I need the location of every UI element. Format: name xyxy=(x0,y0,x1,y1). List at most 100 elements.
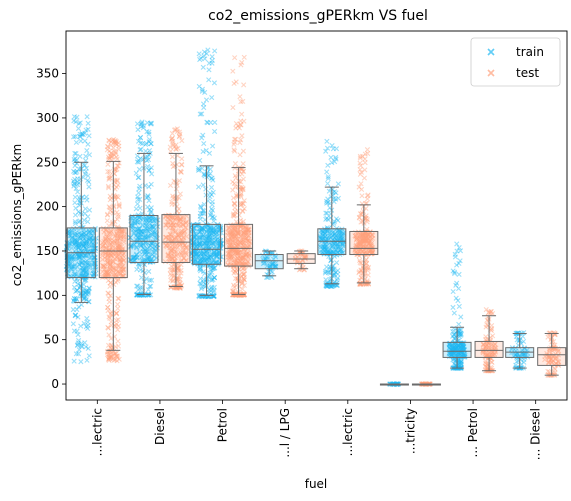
data-point xyxy=(199,111,205,117)
data-point xyxy=(211,293,217,299)
data-point xyxy=(86,242,92,249)
data-point xyxy=(83,263,89,269)
data-point xyxy=(452,345,458,352)
data-point xyxy=(146,229,152,235)
data-point xyxy=(333,244,339,250)
data-point xyxy=(197,157,203,164)
data-point xyxy=(112,272,118,278)
y-tick-label: 150 xyxy=(36,244,59,258)
data-point xyxy=(103,272,109,278)
data-point xyxy=(199,210,205,216)
data-point xyxy=(210,277,216,283)
data-point xyxy=(86,353,92,359)
data-point xyxy=(85,249,91,255)
data-point xyxy=(195,245,201,251)
data-point xyxy=(154,235,160,242)
data-point xyxy=(208,264,214,270)
data-point xyxy=(136,186,142,192)
data-point xyxy=(206,77,212,83)
data-point xyxy=(208,253,214,259)
data-point xyxy=(137,249,143,255)
data-point xyxy=(85,141,91,147)
data-point xyxy=(206,67,212,73)
data-point xyxy=(115,182,121,188)
data-point xyxy=(109,154,115,160)
data-point xyxy=(215,222,221,228)
data-point xyxy=(269,269,275,275)
data-point xyxy=(197,260,204,266)
data-point xyxy=(206,227,212,233)
data-point xyxy=(458,359,464,366)
data-point xyxy=(129,215,135,221)
data-point xyxy=(79,237,86,244)
data-point xyxy=(108,345,114,351)
data-point xyxy=(120,263,126,269)
data-point xyxy=(320,232,326,238)
box-test xyxy=(349,204,379,284)
data-point xyxy=(203,238,209,244)
data-point xyxy=(208,267,214,273)
data-point xyxy=(454,353,461,360)
data-point xyxy=(336,243,342,249)
data-point xyxy=(207,230,213,236)
data-point xyxy=(135,157,142,163)
data-point xyxy=(136,138,142,144)
data-point xyxy=(513,364,520,371)
data-point xyxy=(116,262,122,269)
data-point xyxy=(79,344,85,350)
data-point xyxy=(201,251,207,257)
data-point xyxy=(67,240,73,246)
data-point xyxy=(91,255,98,261)
data-point xyxy=(143,217,149,223)
data-point xyxy=(317,233,323,239)
data-point xyxy=(136,215,142,221)
data-point xyxy=(446,350,452,357)
data-point xyxy=(111,182,117,188)
data-point xyxy=(76,261,82,267)
data-point xyxy=(337,235,343,241)
data-point xyxy=(211,275,217,281)
data-point xyxy=(329,272,335,279)
data-point xyxy=(197,268,204,274)
data-point xyxy=(457,360,463,366)
data-point xyxy=(460,344,466,350)
data-point xyxy=(458,314,464,320)
data-point xyxy=(86,152,93,158)
data-point xyxy=(201,53,207,59)
data-point xyxy=(120,256,126,262)
data-point xyxy=(79,242,85,249)
data-point xyxy=(144,251,150,257)
data-point xyxy=(137,196,143,203)
data-point xyxy=(132,220,138,226)
data-point xyxy=(82,290,88,296)
data-point xyxy=(87,238,93,244)
data-point xyxy=(90,248,96,254)
data-point xyxy=(143,235,149,241)
data-point xyxy=(152,234,158,240)
data-point xyxy=(204,240,210,247)
data-point xyxy=(209,54,215,60)
data-point xyxy=(197,257,203,263)
data-point xyxy=(112,357,118,363)
data-point xyxy=(321,243,328,249)
data-point xyxy=(206,289,213,296)
data-point xyxy=(83,260,89,266)
data-point xyxy=(451,310,457,316)
data-point xyxy=(76,255,82,261)
box-iqr xyxy=(161,214,191,264)
data-point xyxy=(207,166,213,172)
y-tick-label: 50 xyxy=(44,333,59,347)
data-point xyxy=(105,290,111,296)
data-point xyxy=(121,251,127,257)
data-point xyxy=(81,254,87,261)
data-point xyxy=(323,246,329,252)
data-point xyxy=(145,287,151,293)
data-point xyxy=(82,138,88,144)
data-point xyxy=(197,280,203,286)
data-point xyxy=(239,133,245,139)
data-point xyxy=(104,218,110,224)
data-point xyxy=(197,248,203,254)
series-train xyxy=(63,47,535,388)
data-point xyxy=(452,345,458,351)
data-point xyxy=(324,138,330,144)
